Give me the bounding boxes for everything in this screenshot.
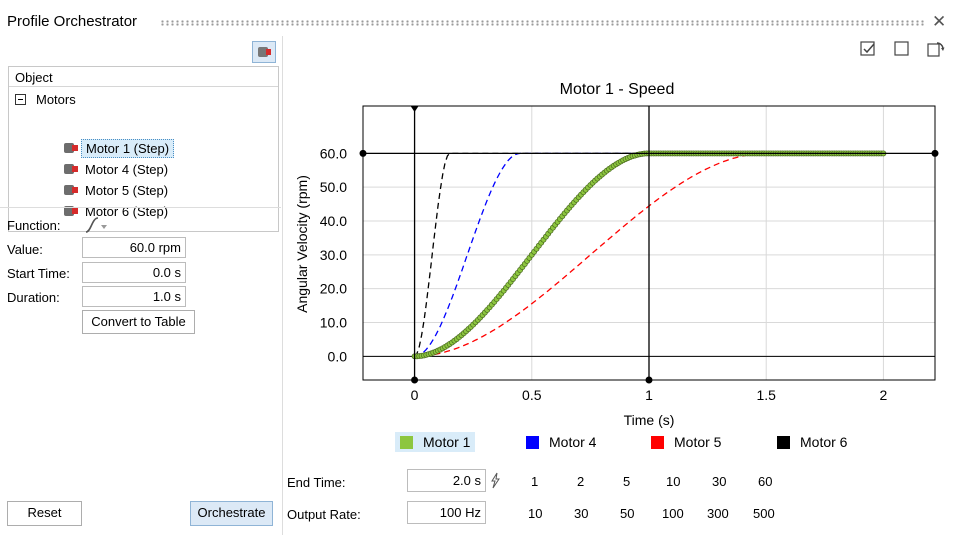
x-axis-label: Time (s) [624, 412, 675, 428]
legend-swatch [400, 435, 413, 449]
output-rate-preset[interactable]: 10 [528, 506, 543, 521]
function-dropdown[interactable] [84, 216, 112, 234]
convert-to-table-button[interactable]: Convert to Table [82, 310, 195, 334]
legend-item-motor-1[interactable]: Motor 1 [395, 432, 476, 452]
x-tick-label: 1.5 [756, 387, 776, 403]
legend-item-motor-6[interactable]: Motor 6 [777, 432, 847, 452]
tree-item-motor-1[interactable]: Motor 1 (Step) [63, 138, 175, 158]
output-rate-preset[interactable]: 50 [620, 506, 635, 521]
step-function-icon [85, 217, 107, 233]
motor-icon [64, 206, 78, 216]
vertical-splitter[interactable] [282, 36, 283, 535]
y-tick-label: 50.0 [320, 179, 347, 195]
chart-title: Motor 1 - Speed [560, 81, 675, 98]
y-tick-label: 10.0 [320, 314, 347, 330]
tree-item-motor-4[interactable]: Motor 4 (Step) [63, 159, 172, 179]
motor-icon [64, 164, 78, 174]
window-title: Profile Orchestrator [7, 13, 138, 30]
output-rate-preset[interactable]: 300 [707, 506, 729, 521]
tree-node-motors[interactable]: Motors [15, 92, 76, 107]
legend-swatch [651, 435, 664, 449]
tree-item-label: Motor 1 (Step) [81, 138, 175, 158]
collapse-icon[interactable] [15, 94, 26, 105]
close-icon[interactable]: ✕ [932, 12, 947, 31]
tree-item-motor-5[interactable]: Motor 5 (Step) [63, 180, 172, 200]
legend-label: Motor 5 [674, 434, 722, 450]
end-time-preset[interactable]: 10 [666, 474, 681, 489]
value-label: Value: [7, 242, 43, 257]
speed-chart[interactable]: Motor 1 - Speed Time (s) Angular Velocit… [283, 70, 959, 465]
duration-label: Duration: [7, 290, 60, 305]
tree-header: Object [9, 67, 278, 87]
end-time-preset[interactable]: 60 [758, 474, 773, 489]
output-rate-label: Output Rate: [287, 507, 361, 522]
motor-icon [258, 47, 271, 57]
motor-icon [64, 143, 78, 153]
panel-splitter[interactable] [0, 207, 281, 209]
end-time-label: End Time: [287, 475, 346, 490]
end-time-preset[interactable]: 2 [577, 474, 585, 489]
title-grip[interactable] [160, 20, 925, 26]
output-rate-preset[interactable]: 30 [574, 506, 589, 521]
output-rate-preset[interactable]: 500 [753, 506, 775, 521]
refresh-icon[interactable] [927, 41, 945, 62]
motor-icon [64, 185, 78, 195]
cursor-handle-icon [645, 376, 653, 384]
reset-button[interactable]: Reset [7, 501, 82, 526]
y-axis-label: Angular Velocity (rpm) [294, 175, 310, 313]
end-time-field[interactable]: 2.0 s [407, 469, 486, 492]
x-tick-label: 0.5 [522, 387, 542, 403]
y-tick-label: 60.0 [320, 145, 347, 161]
tree-item-label: Motor 5 (Step) [85, 182, 169, 198]
y-tick-label: 40.0 [320, 213, 347, 229]
tree-item-motor-6[interactable]: Motor 6 (Step) [63, 201, 172, 221]
check-all-icon[interactable] [860, 41, 876, 60]
duration-field[interactable]: 1.0 s [82, 286, 186, 307]
end-time-preset[interactable]: 1 [531, 474, 539, 489]
legend-item-motor-4[interactable]: Motor 4 [526, 432, 596, 452]
x-tick-label: 0 [411, 387, 419, 403]
start-time-label: Start Time: [7, 266, 70, 281]
y-tick-label: 30.0 [320, 247, 347, 263]
cursor-handle-icon [359, 149, 367, 157]
add-motor-button[interactable] [252, 41, 276, 63]
cursor-handle-icon [931, 149, 939, 157]
x-tick-label: 1 [645, 387, 653, 403]
left-panel: Object Motors Motor 1 (Step) Motor 4 (St… [0, 36, 281, 535]
start-time-field[interactable]: 0.0 s [82, 262, 186, 283]
legend-swatch [526, 435, 539, 449]
y-tick-label: 0.0 [328, 348, 348, 364]
cursor-handle-icon [411, 376, 419, 384]
y-tick-label: 20.0 [320, 281, 347, 297]
tree-item-label: Motor 4 (Step) [85, 161, 169, 177]
legend-label: Motor 1 [423, 434, 471, 450]
output-rate-field[interactable]: 100 Hz [407, 501, 486, 524]
legend-label: Motor 6 [800, 434, 848, 450]
end-time-preset[interactable]: 30 [712, 474, 727, 489]
lightning-icon[interactable] [489, 472, 501, 492]
tree-node-label: Motors [36, 92, 76, 107]
end-time-preset[interactable]: 5 [623, 474, 631, 489]
function-label: Function: [7, 218, 61, 233]
legend-item-motor-5[interactable]: Motor 5 [651, 432, 721, 452]
orchestrate-button[interactable]: Orchestrate [190, 501, 273, 526]
value-field[interactable]: 60.0 rpm [82, 237, 186, 258]
uncheck-all-icon[interactable] [894, 41, 910, 60]
title-bar: Profile Orchestrator ✕ [0, 0, 959, 42]
output-rate-preset[interactable]: 100 [662, 506, 684, 521]
x-tick-label: 2 [880, 387, 888, 403]
legend-swatch [777, 435, 790, 449]
legend-label: Motor 4 [549, 434, 597, 450]
cursor-handle-icon [410, 106, 419, 112]
